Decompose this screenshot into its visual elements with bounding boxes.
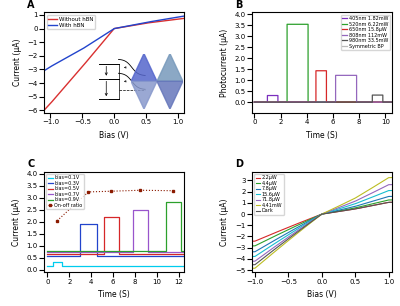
Without hBN <box>143 21 148 25</box>
With hBN <box>143 21 148 24</box>
X-axis label: Bias (V): Bias (V) <box>307 290 337 299</box>
With hBN <box>42 69 46 73</box>
Without hBN <box>87 56 92 60</box>
Without hBN <box>58 90 63 93</box>
Without hBN <box>182 17 187 20</box>
X-axis label: Bias (V): Bias (V) <box>99 131 129 140</box>
Line: Without hBN: Without hBN <box>44 18 184 110</box>
Y-axis label: Current (μA): Current (μA) <box>12 198 21 246</box>
Text: A: A <box>27 0 35 10</box>
Without hBN <box>42 109 46 112</box>
Text: C: C <box>27 159 34 170</box>
X-axis label: Time (S): Time (S) <box>306 131 338 140</box>
Without hBN <box>97 44 102 48</box>
Y-axis label: Photocurrent (μA): Photocurrent (μA) <box>220 28 229 97</box>
Text: B: B <box>235 0 242 10</box>
Line: With hBN: With hBN <box>44 16 184 71</box>
With hBN <box>87 43 92 46</box>
With hBN <box>182 14 187 18</box>
X-axis label: Time (S): Time (S) <box>98 290 130 299</box>
Text: D: D <box>235 159 243 170</box>
Without hBN <box>144 21 148 25</box>
Y-axis label: Current (μA): Current (μA) <box>13 39 22 86</box>
With hBN <box>130 23 135 27</box>
With hBN <box>97 36 102 40</box>
Without hBN <box>130 24 135 27</box>
With hBN <box>144 21 148 24</box>
With hBN <box>58 59 63 63</box>
Legend: 405nm 1.82mW, 520nm 6.22mW, 650nm 15.8μW, 808nm 112mW, 980nm 33.5mW, Symmetric B: 405nm 1.82mW, 520nm 6.22mW, 650nm 15.8μW… <box>341 15 390 50</box>
Legend: 2.2μW, 4.4μW, 7.8μW, 15.6μW, 71.8μW, 4.41mW, Dark: 2.2μW, 4.4μW, 7.8μW, 15.6μW, 71.8μW, 4.4… <box>254 174 284 215</box>
Y-axis label: Current (μA): Current (μA) <box>220 198 230 246</box>
Legend: bias=0.1V, bias=0.3V, bias=0.5V, bias=0.7V, bias=0.9V, On-off ratio: bias=0.1V, bias=0.3V, bias=0.5V, bias=0.… <box>46 174 84 209</box>
Legend: Without hBN, With hBN: Without hBN, With hBN <box>47 15 95 29</box>
